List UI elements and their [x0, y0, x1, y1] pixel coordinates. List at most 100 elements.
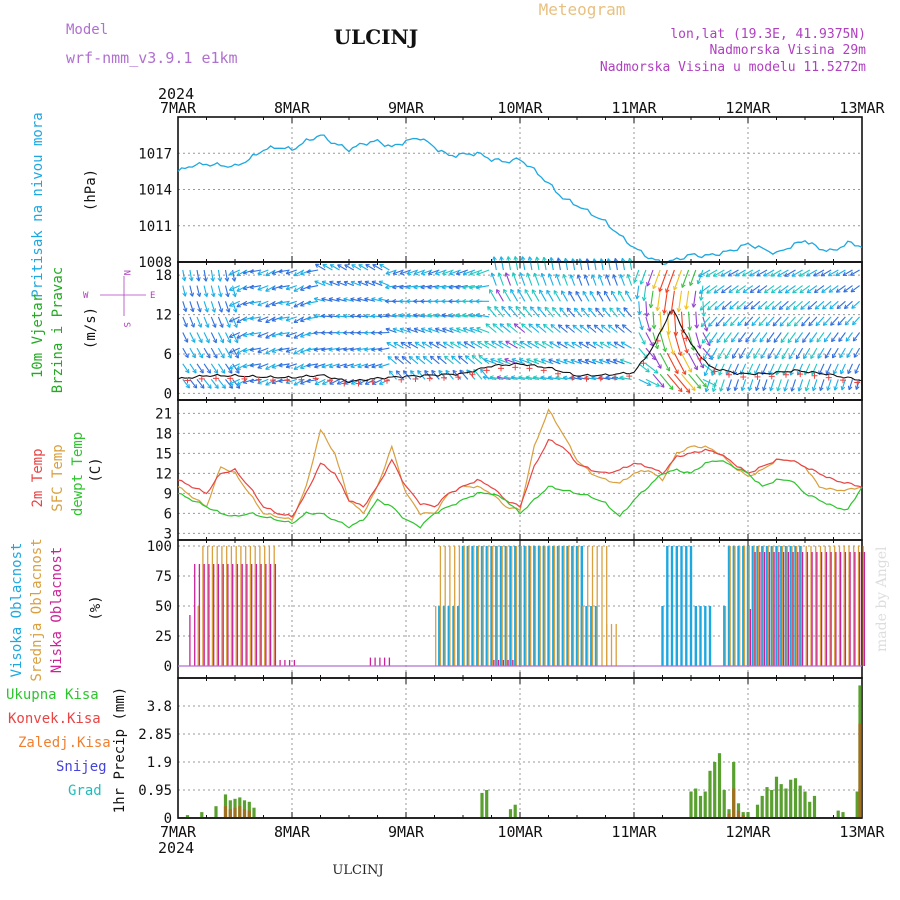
wind-gust-marker [612, 374, 618, 381]
wind-arrow-head [777, 272, 782, 277]
wind-arrow-head [740, 386, 746, 392]
wind-arrow-head [718, 371, 723, 376]
wind-arrow-head [724, 354, 729, 360]
wind-arrow-head [228, 318, 234, 323]
wind-arrow-head [335, 347, 341, 352]
wind-arrow [844, 316, 853, 326]
wind-arrow [321, 298, 333, 302]
wind-arrow [357, 363, 369, 368]
wind-arrow-head [420, 284, 425, 290]
wind-arrow [232, 285, 236, 297]
wind-arrow [413, 269, 426, 275]
wind-arrow [754, 363, 761, 375]
wind-arrow-head [321, 297, 326, 302]
wind-arrow-head [434, 284, 439, 290]
wind-arrow [828, 285, 839, 293]
wind-arrow-head [817, 354, 822, 359]
wind-arrow-head [378, 280, 384, 285]
wind-arrow [580, 307, 590, 318]
wind-arrow [343, 363, 354, 368]
wind-arrow-head [293, 271, 298, 277]
wind-arrow-head [713, 289, 719, 294]
wind-arrow-head [306, 363, 311, 368]
wind-arrow [350, 281, 362, 287]
pressure-line [177, 134, 863, 266]
wind-arrow-head [328, 347, 333, 352]
wind-arrow [688, 373, 702, 389]
wind-arrow [620, 359, 632, 365]
wind-arrow-head [265, 318, 270, 323]
wind-arrow [548, 358, 561, 365]
precip-panel: 0 0.95 1.9 2.85 3.8 [138, 677, 863, 827]
wind-arrow-head [737, 321, 742, 327]
wind-arrow-head [503, 288, 508, 294]
wind-arrow-head [637, 310, 642, 315]
wind-arrow-head [684, 348, 689, 354]
wind-arrow-head [620, 341, 626, 346]
wind-arrow-head [497, 272, 503, 277]
wind-arrow [519, 272, 526, 286]
wind-arrow [585, 341, 597, 349]
wind-arrow-head [565, 324, 570, 329]
wind-arrow [568, 290, 576, 302]
wind-arrow-head [491, 340, 496, 345]
wind-arrow-head [728, 288, 733, 294]
sfc-temp-line [177, 408, 863, 522]
y-tick-label: 0 [164, 811, 172, 827]
wind-arrow-head [328, 313, 333, 319]
wind-arrow [469, 285, 483, 289]
wind-arrow-head [182, 307, 188, 313]
wind-arrow-head [265, 271, 270, 277]
wind-arrow-head [448, 284, 453, 290]
precip-total-bar [708, 770, 712, 818]
wind-arrow-head [855, 385, 860, 390]
wind-arrow-head [336, 363, 341, 369]
wind-arrow [846, 347, 853, 358]
precip-conv-bar [247, 810, 251, 818]
wind-arrow-head [484, 340, 489, 346]
wind-arrow-head [372, 264, 377, 269]
wind-arrow-head [600, 324, 606, 329]
wind-arrow-head [777, 289, 783, 294]
wind-arrow-head [257, 364, 262, 369]
wind-arrow-head [337, 264, 342, 269]
wind-arrow-head [555, 358, 561, 363]
wind-arrow [673, 311, 677, 336]
wind-arrow-head [378, 380, 384, 385]
wind-arrow-head [839, 353, 844, 359]
wind-arrow [257, 316, 269, 322]
wind-arrow-head [525, 375, 530, 380]
wind-arrow-head [329, 380, 334, 385]
wind-arrow [293, 363, 305, 370]
wind-arrow-head [480, 368, 485, 374]
wind-arrow-head [807, 305, 812, 310]
wind-arrow [406, 328, 419, 334]
wind-arrow-head [697, 344, 702, 349]
wind-arrow [618, 290, 625, 302]
wind-arrow [229, 378, 241, 385]
wind-arrow-head [219, 338, 225, 344]
wind-arrow [343, 298, 354, 302]
wind-arrow-head [357, 347, 362, 352]
wind-arrow-head [442, 270, 447, 276]
wind-arrow [519, 358, 533, 365]
wind-arrow [613, 341, 625, 349]
wind-arrow-head [420, 298, 425, 304]
wind-arrow [182, 316, 188, 328]
precip-total-bar [770, 790, 774, 818]
wind-arrow [767, 347, 775, 359]
wind-arrow-head [420, 270, 426, 276]
wind-arrow-head [734, 272, 740, 277]
wind-arrow-head [399, 284, 404, 290]
wind-arrow [394, 356, 404, 365]
wind-arrow-head [722, 321, 728, 327]
wind-arrow-head [228, 349, 234, 354]
credit: made by Angel [874, 546, 890, 652]
wind-arrow [586, 324, 597, 333]
wind-arrow [710, 347, 718, 360]
wind-arrow [773, 332, 782, 343]
wind-arrow [822, 316, 832, 326]
wind-arrow [541, 273, 547, 286]
wind-arrow-head [528, 323, 533, 328]
wind-arrow [435, 341, 447, 349]
